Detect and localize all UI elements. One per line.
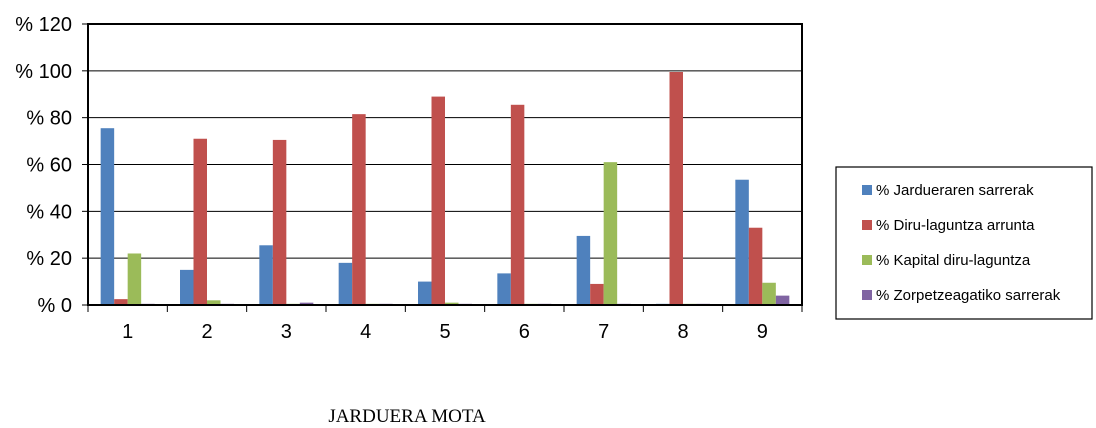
bar — [299, 302, 314, 305]
x-tick-label: 2 — [201, 321, 212, 343]
x-tick-label: 7 — [598, 321, 609, 343]
y-tick-label: % 120 — [15, 14, 72, 36]
bar — [207, 300, 221, 305]
legend-label: % Zorpetzeagatiko sarrerak — [876, 287, 1061, 304]
bar — [100, 128, 115, 305]
legend-label: % Jardueraren sarrerak — [876, 182, 1034, 199]
bar — [127, 253, 142, 305]
bar — [338, 262, 353, 305]
legend-label: % Kapital diru-laguntza — [876, 252, 1031, 269]
bar — [762, 282, 776, 305]
legend-swatch — [862, 290, 872, 300]
y-tick-label: % 80 — [26, 108, 72, 130]
axes: % 0 % 20 % 40 % 60 % 80 % 100 % 120 1 2 3 4 5 6 7 8 9 — [15, 14, 803, 343]
legend-label: % Diru-laguntza arrunta — [876, 217, 1035, 234]
y-tick-label: % 20 — [26, 248, 72, 270]
bar — [272, 139, 287, 305]
bar — [603, 162, 618, 305]
legend-swatch — [862, 255, 872, 265]
bar — [193, 138, 207, 305]
bar — [180, 269, 194, 305]
bar — [431, 96, 445, 305]
x-tick-label: 4 — [360, 321, 371, 343]
bar — [775, 295, 790, 305]
x-tick-label: 3 — [281, 321, 292, 343]
bar — [590, 283, 604, 305]
bar — [576, 235, 591, 305]
bar — [735, 179, 749, 305]
legend-swatch — [862, 185, 872, 195]
y-tick-label: % 40 — [26, 201, 72, 223]
y-tick-label: % 100 — [15, 61, 72, 83]
bar — [114, 299, 128, 305]
x-tick-label: 1 — [122, 321, 133, 343]
x-axis-title: JARDUERA MOTA — [328, 406, 486, 427]
bar — [259, 245, 273, 305]
bar — [748, 227, 763, 305]
x-tick-label: 6 — [519, 321, 530, 343]
bar — [352, 114, 366, 305]
bar — [510, 104, 525, 305]
legend-swatch — [862, 220, 872, 230]
legend-box — [835, 166, 1093, 320]
x-tick-label: 5 — [439, 321, 450, 343]
bar — [497, 273, 511, 305]
x-tick-label: 9 — [757, 321, 768, 343]
x-tick-label: 8 — [677, 321, 688, 343]
y-tick-label: % 0 — [38, 295, 72, 317]
legend: % Jardueraren sarrerak % Diru-laguntza ar… — [835, 166, 1093, 320]
bar — [418, 281, 432, 305]
y-tick-label: % 60 — [26, 155, 72, 177]
bar — [445, 302, 459, 305]
bar — [669, 72, 683, 305]
bars — [100, 72, 790, 305]
